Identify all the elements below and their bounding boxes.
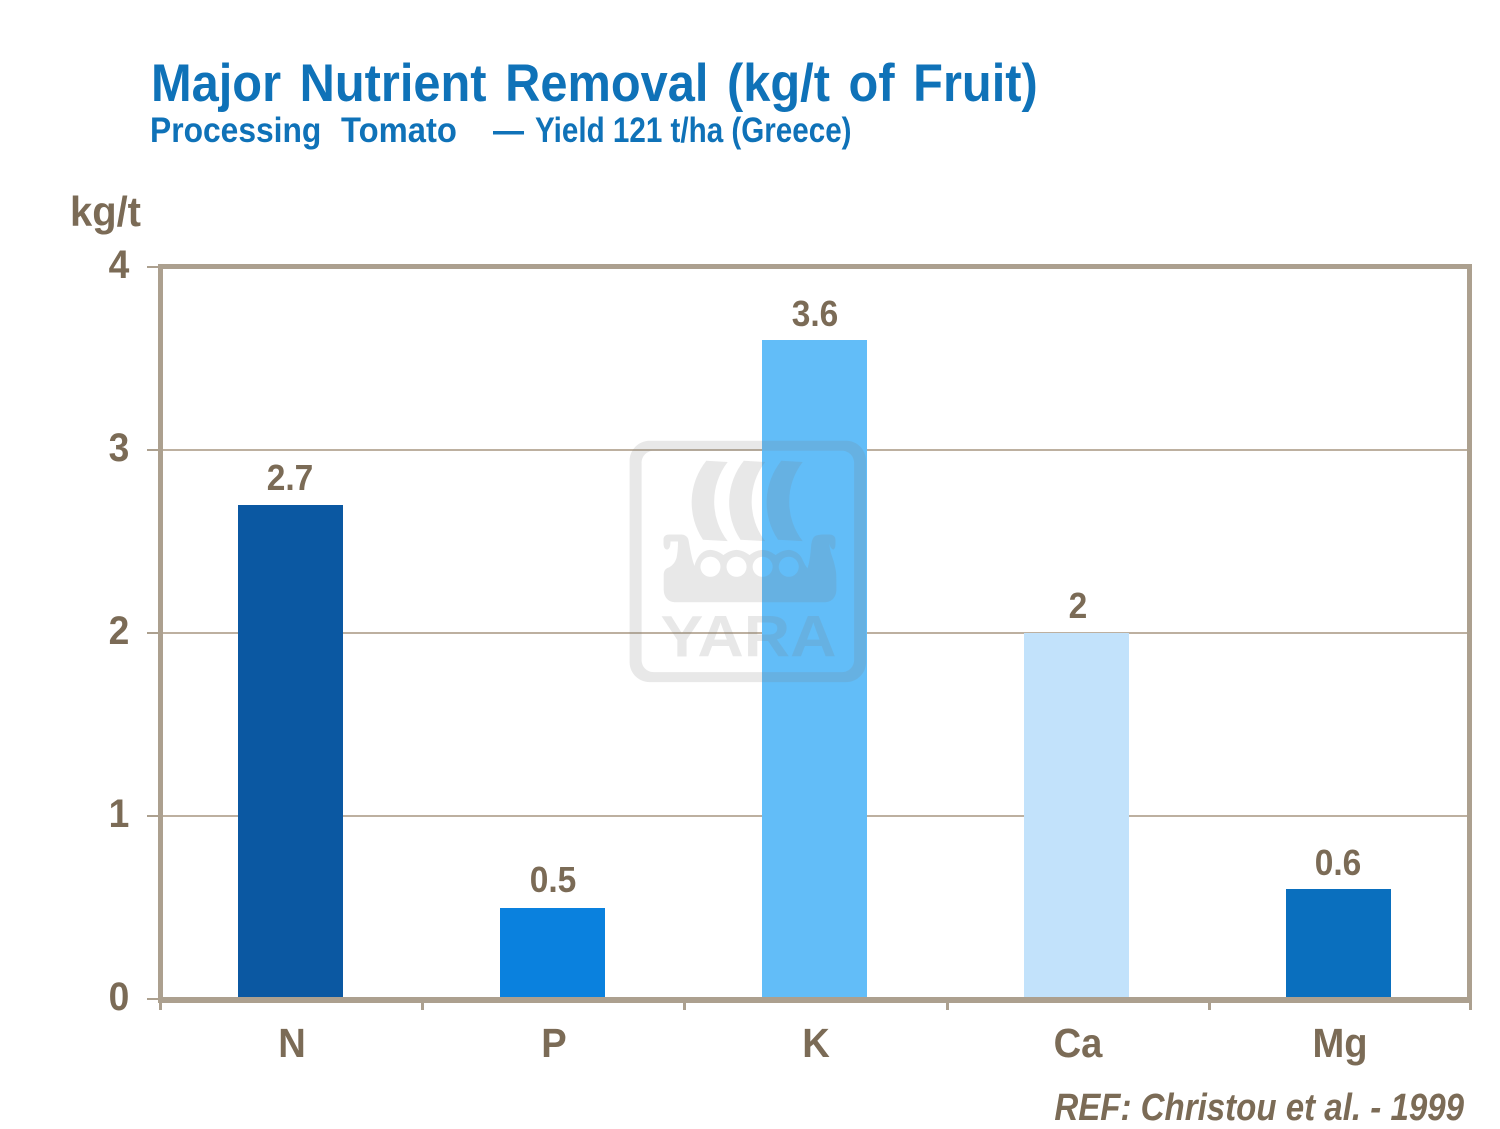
svg-text:YARA: YARA [661,605,837,670]
